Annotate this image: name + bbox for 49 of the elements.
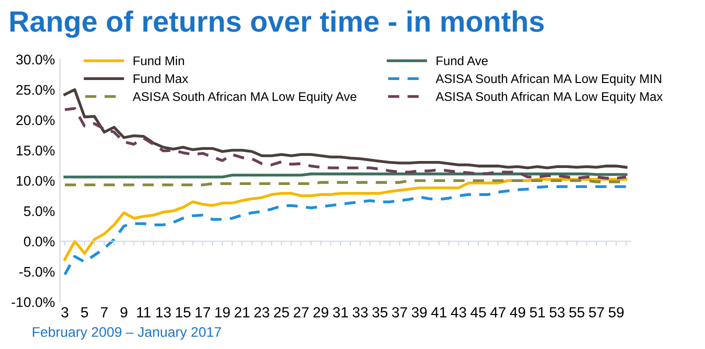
x-tick-label: 19	[215, 307, 230, 318]
x-tick-label: 33	[352, 307, 368, 318]
x-tick-label: 35	[372, 307, 388, 318]
x-tick-label: 15	[176, 307, 190, 318]
legend-label: ASISA South African MA Low Equity Max	[436, 92, 663, 104]
legend-label: Fund Min	[134, 56, 184, 66]
x-tick-label: 57	[588, 307, 604, 318]
x-tick-label: 11	[137, 307, 150, 318]
line-series	[63, 185, 628, 276]
x-tick-label: 7	[100, 307, 108, 318]
legend-label: ASISA South African MA Low Equity Ave	[132, 92, 356, 104]
x-tick-label: 21	[234, 307, 250, 318]
x-tick-label: 51	[530, 307, 545, 318]
line-series	[63, 178, 628, 261]
x-tick-label: 37	[392, 307, 407, 318]
x-tick-label: 45	[470, 307, 486, 318]
x-tick-label: 55	[569, 307, 584, 318]
y-tick-label: 5.0%	[24, 206, 55, 216]
x-tick-label: 49	[510, 307, 526, 318]
x-tick-label: 17	[196, 307, 210, 318]
x-tick-label: 53	[550, 307, 565, 318]
text: February 2009 – January 2017	[32, 326, 221, 340]
x-tick-label: 9	[120, 307, 128, 318]
y-tick-label: -5.0%	[19, 266, 55, 277]
legend-label: Fund Ave	[436, 56, 488, 66]
chart-title: Range of returns over time - in months	[10, 10, 544, 38]
y-tick-label: 0.0%	[24, 236, 55, 246]
x-tick-label: 43	[450, 307, 466, 318]
x-tick-label: 13	[156, 307, 171, 318]
legend-label: ASISA South African MA Low Equity MIN	[436, 74, 662, 86]
x-tick-label: 27	[294, 307, 309, 318]
y-tick-label: 10.0%	[16, 176, 55, 186]
x-tick-label: 23	[254, 307, 270, 318]
x-tick-label: 47	[490, 307, 506, 318]
x-tick-label: 29	[313, 307, 328, 318]
y-tick-label: -10.0%	[12, 297, 55, 308]
x-tick-label: 5	[81, 307, 88, 318]
y-tick-label: 15.0%	[16, 146, 55, 156]
x-tick-label: 59	[608, 307, 624, 318]
legend-label: Fund Max	[134, 74, 188, 84]
y-tick-label: 30.0%	[16, 54, 55, 64]
x-tick-label: 31	[332, 307, 348, 318]
x-tick-label: 3	[61, 307, 68, 318]
x-tick-label: 25	[274, 307, 289, 318]
line-series	[63, 107, 628, 180]
y-tick-label: 25.0%	[16, 84, 55, 95]
x-tick-label: 41	[431, 307, 446, 318]
y-tick-label: 20.0%	[16, 115, 55, 126]
x-tick-label: 39	[412, 307, 427, 318]
